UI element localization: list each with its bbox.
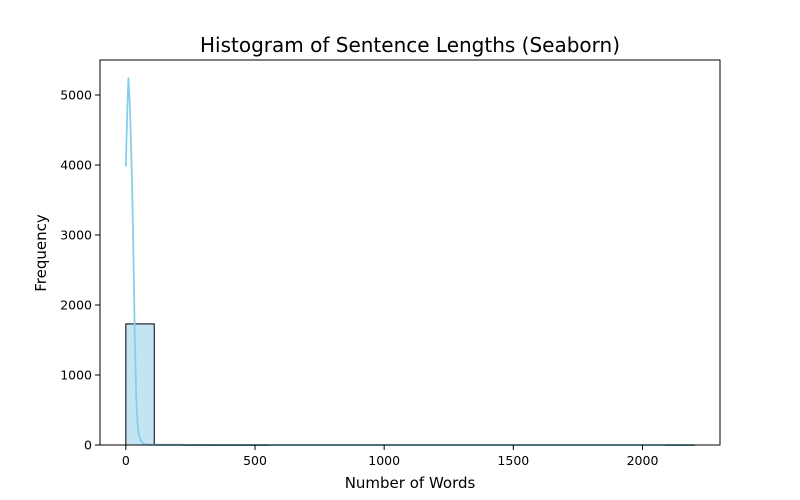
x-tick-label: 2000 [627,453,659,468]
histogram-bar-0 [125,323,155,446]
y-tick-label: 4000 [60,158,92,173]
x-tick-label: 1500 [497,453,529,468]
chart-title: Histogram of Sentence Lengths (Seaborn) [200,33,620,57]
x-axis-label: Number of Words [345,474,476,492]
y-tick-label: 1000 [60,368,92,383]
plot-frame [99,59,721,446]
x-tick-label: 1000 [368,453,400,468]
y-axis-label: Frequency [32,214,50,292]
y-tick-label: 2000 [60,298,92,313]
axis-ticks: 0 500 1000 1500 2000 0 1000 2000 3000 4000 5000 [60,88,658,469]
y-tick-label: 5000 [60,88,92,103]
histogram-bars [125,323,695,446]
kde-curve [124,77,695,446]
x-tick-label: 0 [122,453,130,468]
y-tick-label: 0 [84,438,92,453]
y-tick-label: 3000 [60,228,92,243]
x-tick-label: 500 [243,453,267,468]
